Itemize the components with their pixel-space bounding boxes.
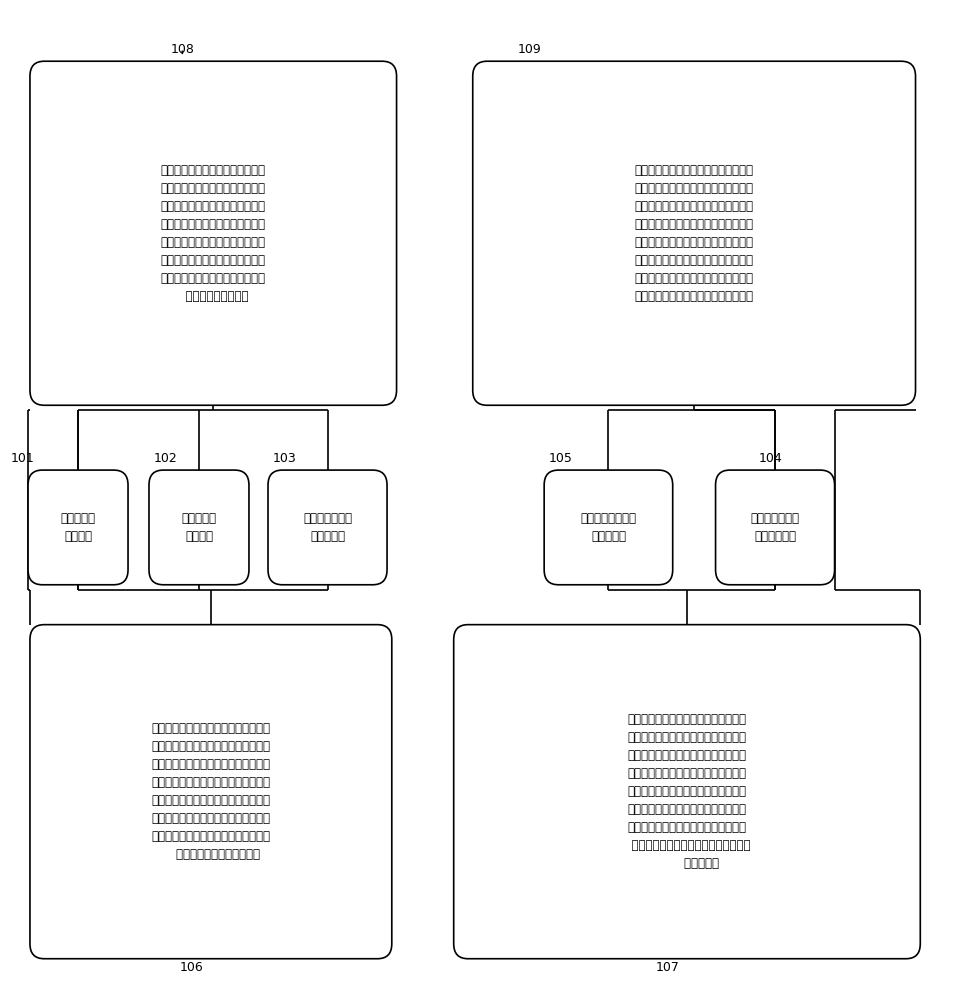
FancyBboxPatch shape: [454, 625, 921, 959]
Text: 103: 103: [273, 452, 296, 465]
Text: 获取所述发动机
的第一温度: 获取所述发动机 的第一温度: [303, 512, 352, 543]
FancyBboxPatch shape: [544, 470, 672, 585]
Text: 104: 104: [758, 452, 782, 465]
Text: 根据所述汽车的工作状态、所述汽车的
充电状态、所述发动机的第一温度，所
述动力电池的第二温度和所述动力电池
的剩余电量，向所述动力开关输出第三
控制信号，控制所: 根据所述汽车的工作状态、所述汽车的 充电状态、所述发动机的第一温度，所 述动力电…: [624, 713, 751, 870]
FancyBboxPatch shape: [715, 470, 835, 585]
Text: 获取所述动力电
池的第二温度: 获取所述动力电 池的第二温度: [751, 512, 799, 543]
Text: 根据所述汽车的工作状态、所述汽车的
充电状态、所述发动机的第一温度和所
述动力电池的第二温度，向所述控制开
关输出第一控制信号，控制所述外接充
电接口与所述第一: 根据所述汽车的工作状态、所述汽车的 充电状态、所述发动机的第一温度和所 述动力电…: [152, 722, 270, 861]
Text: 101: 101: [11, 452, 34, 465]
FancyBboxPatch shape: [149, 470, 249, 585]
FancyBboxPatch shape: [268, 470, 387, 585]
Text: 根据所述发动机的第一温度和所述动力
电池的第二温度，向所述控制开关输出
第七控制信号，控制所述外接充电接口
与所述第一加热器或所述第二加热器断
开，或控制所述动: 根据所述发动机的第一温度和所述动力 电池的第二温度，向所述控制开关输出 第七控制…: [635, 164, 753, 303]
Text: 获取汽车的
充电状态: 获取汽车的 充电状态: [181, 512, 217, 543]
Text: 根据所述汽车的工作状态、所述发
动机的第一温度，所述动力电池的
第二温度，向所述控制开关输出第
五控制信号，控制所述动力电池与
所述第二加热器连接或断开，以及
: 根据所述汽车的工作状态、所述发 动机的第一温度，所述动力电池的 第二温度，向所述…: [160, 164, 265, 303]
Text: 获取所述动力电池
的剩余电量: 获取所述动力电池 的剩余电量: [581, 512, 636, 543]
Text: 获取汽车的
工作状态: 获取汽车的 工作状态: [60, 512, 96, 543]
FancyBboxPatch shape: [28, 470, 128, 585]
Text: 105: 105: [549, 452, 573, 465]
Text: 102: 102: [154, 452, 178, 465]
FancyBboxPatch shape: [30, 61, 396, 405]
Text: 107: 107: [656, 961, 680, 974]
Text: 106: 106: [180, 961, 203, 974]
FancyBboxPatch shape: [30, 625, 392, 959]
Text: 108: 108: [170, 43, 194, 56]
FancyBboxPatch shape: [473, 61, 916, 405]
Text: 109: 109: [518, 43, 541, 56]
